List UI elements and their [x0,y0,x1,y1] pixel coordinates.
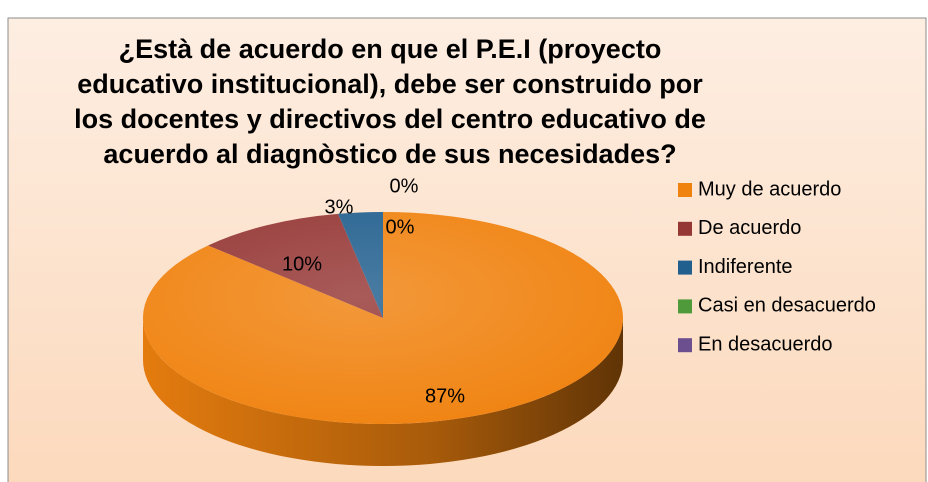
legend-label: En desacuerdo [698,333,833,355]
chart-title: los docentes y directivos del centro edu… [74,104,706,134]
data-label: 3% [325,196,354,218]
pie-gloss [143,212,623,424]
legend-swatch [678,299,692,314]
pie-side-shade [143,318,623,466]
data-label: 0% [386,216,415,238]
chart-title: acuerdo al diagnòstico de sus necesidade… [103,139,676,169]
chart-title: educativo institucional), debe ser const… [77,69,703,99]
legend-label: Indiferente [698,256,793,278]
data-label: 0% [390,175,419,197]
legend-label: De acuerdo [698,217,801,239]
legend-label: Casi en desacuerdo [698,295,876,317]
legend-swatch [678,260,692,275]
legend-swatch [678,183,692,197]
legend-label: Muy de acuerdo [698,178,841,200]
legend-swatch [678,221,692,236]
chart-title: ¿Està de acuerdo en que el P.E.I (proyec… [119,34,662,64]
data-label: 10% [282,253,322,275]
data-label: 87% [425,385,465,407]
legend-swatch [678,338,692,353]
